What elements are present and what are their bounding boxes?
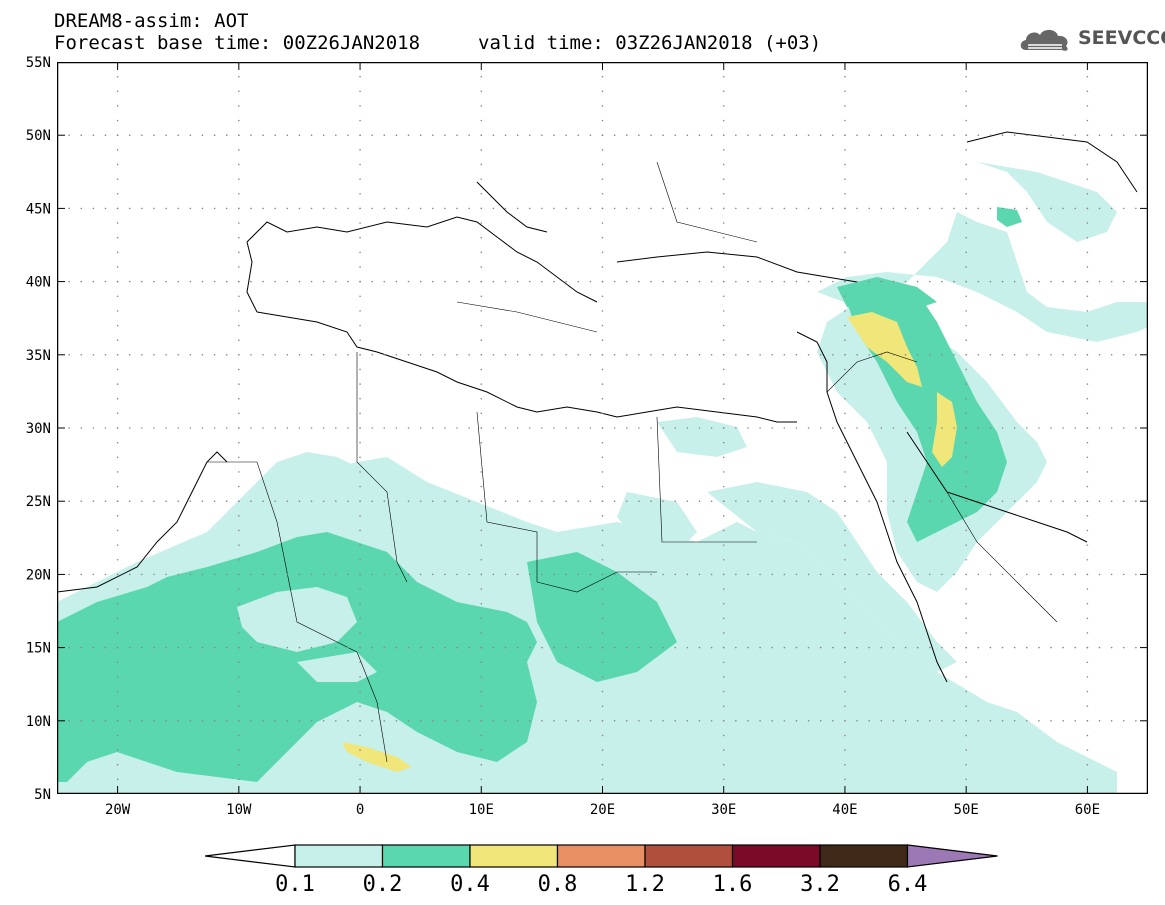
lon-tick-label: 40E: [832, 802, 857, 818]
colorbar-under-arrow: [205, 844, 296, 868]
seevccc-logo: SEEVCCC: [1018, 24, 1165, 56]
colorbar-segment: [731, 844, 821, 868]
cloud-icon: [1020, 29, 1068, 51]
lat-tick-label: 50N: [26, 128, 51, 144]
colorbar-label: 0.8: [538, 872, 578, 897]
lon-tick-label: 10E: [469, 802, 494, 818]
lat-tick-label: 5N: [34, 787, 51, 803]
lat-tick-label: 25N: [26, 494, 51, 510]
lat-tick-label: 35N: [26, 348, 51, 364]
aot-field-0-4: [342, 312, 957, 772]
lon-tick-label: 30E: [711, 802, 736, 818]
valid-time: valid time: 03Z26JAN2018 (+03): [478, 32, 822, 54]
colorbar-over-arrow: [906, 844, 998, 868]
colorbar-segment: [294, 844, 384, 868]
lat-tick-label: 40N: [26, 275, 51, 291]
lon-tick-label: 20W: [105, 802, 131, 818]
colorbar-label: 1.2: [625, 872, 665, 897]
axis-ticks: [57, 62, 1148, 794]
lat-tick-label: 45N: [26, 201, 51, 217]
lat-tick-label: 10N: [26, 714, 51, 730]
lon-tick-label: 10W: [226, 802, 252, 818]
lon-tick-label: 0: [356, 802, 364, 818]
lon-tick-label: 50E: [954, 802, 979, 818]
lon-tick-label: 20E: [590, 802, 615, 818]
colorbar-label: 0.4: [450, 872, 490, 897]
colorbar-segment: [381, 844, 471, 868]
logo-text: SEEVCCC: [1078, 27, 1165, 49]
colorbar-segment: [819, 844, 909, 868]
lat-tick-label: 30N: [26, 421, 51, 437]
chart-title: DREAM8-assim: AOT: [54, 10, 249, 32]
colorbar-segment: [556, 844, 646, 868]
colorbar-label: 1.6: [713, 872, 753, 897]
colorbar-segment: [469, 844, 559, 868]
colorbar-label: 0.1: [275, 872, 315, 897]
lat-tick-label: 55N: [26, 55, 51, 71]
lat-tick-label: 15N: [26, 641, 51, 657]
map-plot: [57, 62, 1148, 794]
forecast-base-time: Forecast base time: 00Z26JAN2018: [54, 32, 421, 54]
colorbar-label: 3.2: [800, 872, 840, 897]
coastlines: [57, 131, 1138, 683]
colorbar-label: 6.4: [888, 872, 928, 897]
country-borders: [207, 161, 1058, 763]
colorbar: 0.1 0.2 0.4 0.8 1.2 1.6 3.2 6.4: [205, 844, 998, 897]
graticule: [57, 62, 1148, 794]
colorbar-segment: [644, 844, 734, 868]
colorbar-label: 0.2: [363, 872, 403, 897]
lat-tick-label: 20N: [26, 567, 51, 583]
lon-tick-label: 60E: [1075, 802, 1100, 818]
